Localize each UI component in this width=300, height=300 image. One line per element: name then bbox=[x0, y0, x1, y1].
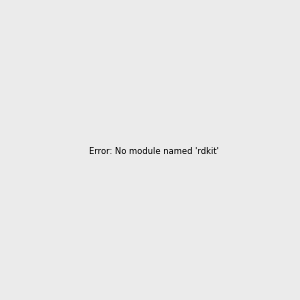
Text: Error: No module named 'rdkit': Error: No module named 'rdkit' bbox=[89, 147, 219, 156]
